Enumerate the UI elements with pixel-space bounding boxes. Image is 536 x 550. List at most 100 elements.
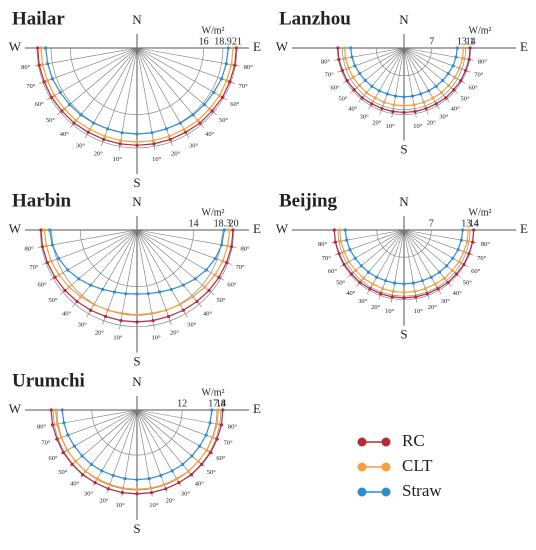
legend-dot [381, 487, 391, 497]
series-point [200, 462, 204, 466]
series-point [159, 473, 163, 478]
angle-tick-label: 70° [239, 83, 249, 90]
spoke [136, 409, 205, 467]
angle-tick-label: 50° [336, 280, 346, 287]
spoke [356, 229, 405, 287]
angle-tick-label: 20° [170, 330, 180, 337]
series-point [168, 137, 172, 142]
series-point [75, 299, 79, 304]
series-point [456, 248, 460, 252]
series-point [402, 282, 406, 286]
spoke [86, 229, 138, 318]
series-point [95, 477, 99, 481]
radial-ring [341, 47, 467, 111]
series-point [181, 308, 185, 312]
series-point [217, 94, 222, 98]
series-point [414, 295, 418, 299]
angle-tick-label: 20° [166, 498, 176, 505]
series-point [457, 260, 461, 264]
series-point [429, 275, 433, 279]
series-point [49, 259, 53, 263]
series-point [111, 473, 115, 478]
angle-tick-label: 60° [216, 455, 226, 462]
series-point [55, 422, 59, 426]
series-point [381, 287, 385, 291]
direction-label: W [276, 39, 289, 54]
angle-tick-label: 60° [37, 281, 47, 288]
radial-tick-label: 16 [199, 36, 209, 47]
angle-tick-label: 20° [372, 119, 382, 126]
series-point [119, 138, 123, 143]
panel-title: Urumchi [12, 370, 85, 391]
series-point [352, 88, 356, 92]
series-point [204, 433, 208, 437]
series-point [57, 256, 61, 261]
radial-tick-label: 14 [189, 218, 199, 229]
spoke [136, 229, 202, 308]
series-point [351, 75, 355, 80]
polar-panel: 80°70°60°50°40°30°20°10° 10°20°30°40°50°6… [9, 8, 261, 190]
series-point [50, 77, 55, 81]
spoke [136, 409, 194, 478]
series-point [337, 57, 341, 62]
series-point [444, 96, 448, 100]
series-point [353, 256, 357, 260]
angle-tick-label: 60° [230, 101, 240, 108]
spoke [403, 229, 452, 287]
series-point [196, 459, 200, 464]
spoke [69, 409, 138, 467]
legend-label: Straw [402, 481, 442, 500]
series-point [120, 311, 124, 315]
legend-dot [357, 437, 367, 447]
spoke [347, 229, 405, 278]
angle-tick-label: 20° [171, 151, 181, 158]
spoke [39, 47, 138, 84]
direction-label: S [133, 354, 140, 369]
direction-label: S [400, 327, 407, 342]
series-point [191, 113, 195, 117]
angle-tick-label: 60° [227, 281, 237, 288]
direction-label: N [399, 12, 409, 27]
angle-tick-label: 30° [187, 321, 197, 328]
series-point [67, 102, 72, 107]
angle-tick-label: 10° [386, 123, 396, 130]
series-point [44, 46, 48, 50]
angle-tick-label: 70° [223, 440, 233, 447]
radial-tick-label: 20 [229, 218, 239, 229]
angle-tick-label: 40° [195, 481, 205, 488]
angle-tick-label: 80° [244, 64, 254, 71]
series-point [337, 252, 341, 256]
series-point [189, 473, 193, 477]
series-point [425, 292, 429, 296]
angle-tick-label: 30° [181, 490, 191, 497]
series-point [361, 276, 366, 280]
polar-panel: 80°70°60°50°40°30°20°10° 10°20°30°40°50°6… [276, 190, 528, 341]
series-point [464, 68, 468, 73]
angle-tick-label: 60° [35, 101, 45, 108]
series-point [371, 282, 375, 286]
series-point [67, 285, 71, 289]
spoke [136, 409, 168, 493]
series-point [377, 89, 381, 93]
panel-title: Lanzhou [279, 8, 351, 29]
angle-tick-label: 20° [95, 330, 105, 337]
angle-tick-label: 60° [471, 268, 481, 275]
series-point [459, 238, 463, 242]
spoke [403, 229, 474, 256]
angle-tick-label: 10° [152, 156, 162, 163]
series-point [40, 245, 45, 249]
angle-tick-label: 30° [439, 113, 449, 120]
series-point [226, 244, 230, 248]
spoke [46, 47, 138, 101]
series-point [446, 280, 450, 285]
series-point [393, 94, 398, 98]
angle-tick-label: 70° [26, 83, 36, 90]
panel-title: Harbin [12, 190, 72, 211]
series-point [184, 130, 188, 134]
series-point [342, 250, 346, 254]
series-point [135, 292, 139, 296]
series-point [353, 64, 357, 68]
series-point [42, 80, 46, 84]
series-point [453, 75, 457, 80]
direction-label: S [133, 175, 140, 190]
